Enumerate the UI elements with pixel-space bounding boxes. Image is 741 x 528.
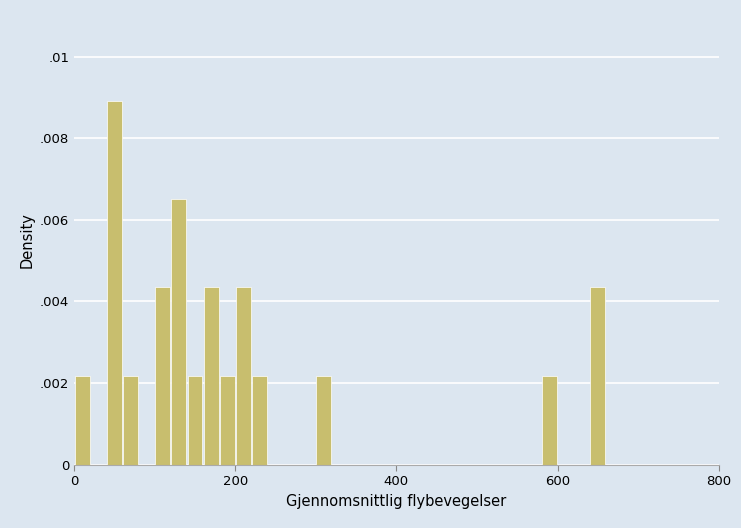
Bar bbox=[171, 199, 186, 465]
Bar bbox=[204, 287, 219, 465]
Bar bbox=[542, 376, 557, 465]
Bar bbox=[187, 376, 202, 465]
Bar bbox=[591, 287, 605, 465]
Bar bbox=[236, 287, 250, 465]
Bar bbox=[220, 376, 235, 465]
Bar bbox=[107, 101, 122, 465]
Y-axis label: Density: Density bbox=[19, 212, 34, 268]
Bar bbox=[123, 376, 138, 465]
Bar bbox=[75, 376, 90, 465]
Bar bbox=[252, 376, 267, 465]
X-axis label: Gjennomsnittlig flybevegelser: Gjennomsnittlig flybevegelser bbox=[286, 494, 507, 508]
Bar bbox=[156, 287, 170, 465]
Bar bbox=[316, 376, 331, 465]
